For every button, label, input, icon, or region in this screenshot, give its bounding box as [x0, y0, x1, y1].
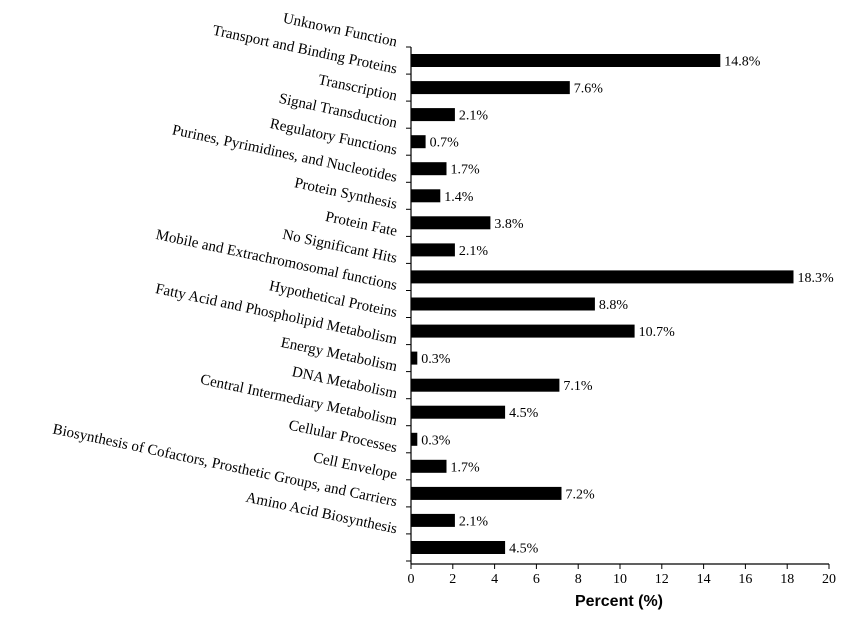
data-label-biosynthesis-of-cofactors-prosthetic-groups-and-carriers: 2.1% [459, 514, 489, 529]
bars-layer: 14.8% 7.6% 2.1% 0.7% 1.7% 1.4% 3.8% 2.1% 18.3% 8.… [411, 54, 834, 557]
data-label-hypothetical-proteins: 10.7% [639, 325, 676, 340]
x-tick-label: 10 [613, 572, 627, 587]
data-label-mobile-and-extrachromosomal-functions: 8.8% [599, 298, 629, 313]
data-label-energy-metabolism: 7.1% [563, 379, 593, 394]
x-tick-label: 14 [697, 572, 711, 587]
bar-transport-and-binding-proteins [411, 81, 570, 95]
data-label-fatty-acid-and-phospholipid-metabolism: 0.3% [421, 352, 451, 367]
x-tick-label: 20 [822, 572, 836, 587]
data-label-amino-acid-biosynthesis: 4.5% [509, 542, 538, 557]
data-label-purines-pyrimidines-and-nucleotides: 1.4% [444, 190, 474, 205]
bar-cellular-processes [411, 459, 447, 473]
x-tick-label: 6 [533, 572, 540, 587]
category-label-transcription: Transcription [317, 72, 399, 104]
bar-dna-metabolism [411, 405, 506, 419]
bar-fatty-acid-and-phospholipid-metabolism [411, 351, 418, 365]
data-label-cell-envelope: 7.2% [566, 487, 596, 502]
data-label-dna-metabolism: 4.5% [509, 406, 538, 421]
x-tick-label: 18 [780, 572, 794, 587]
bar-amino-acid-biosynthesis [411, 541, 506, 554]
bar-biosynthesis-of-cofactors-prosthetic-groups-and-carriers [411, 513, 455, 527]
data-label-transport-and-binding-proteins: 7.6% [574, 82, 604, 97]
bar-transcription [411, 108, 455, 122]
bar-regulatory-functions [411, 162, 447, 176]
bar-energy-metabolism [411, 378, 560, 392]
data-label-unknown-function: 14.8% [724, 55, 761, 70]
axes-layer: 0 2 4 6 8 10 12 14 16 18 20 [406, 46, 836, 587]
bar-unknown-function [411, 54, 721, 67]
data-label-no-significant-hits: 18.3% [798, 271, 835, 286]
data-label-protein-synthesis: 3.8% [494, 217, 524, 232]
x-axis-title: Percent (%) [575, 593, 663, 610]
x-tick-label: 8 [575, 572, 582, 587]
bar-signal-transduction [411, 135, 426, 149]
x-tick-label: 16 [738, 572, 752, 587]
data-label-cellular-processes: 1.7% [451, 460, 481, 475]
bar-central-intermediary-metabolism [411, 432, 418, 446]
bar-hypothetical-proteins [411, 324, 635, 338]
data-label-central-intermediary-metabolism: 0.3% [421, 433, 451, 448]
bar-protein-fate [411, 243, 455, 257]
category-label-protein-fate: Protein Fate [324, 209, 399, 240]
bar-protein-synthesis [411, 216, 491, 230]
bar-purines-pyrimidines-and-nucleotides [411, 189, 441, 203]
bar-mobile-and-extrachromosomal-functions [411, 297, 595, 311]
x-tick-label: 2 [449, 572, 456, 587]
data-label-regulatory-functions: 1.7% [451, 163, 481, 178]
data-label-signal-transduction: 0.7% [430, 136, 460, 151]
x-tick-label: 12 [655, 572, 669, 587]
data-label-transcription: 2.1% [459, 109, 489, 124]
x-tick-label: 4 [491, 572, 498, 587]
bar-no-significant-hits [411, 270, 794, 284]
data-label-protein-fate: 2.1% [459, 244, 489, 259]
x-tick-label: 0 [408, 572, 415, 587]
bar-cell-envelope [411, 486, 562, 500]
